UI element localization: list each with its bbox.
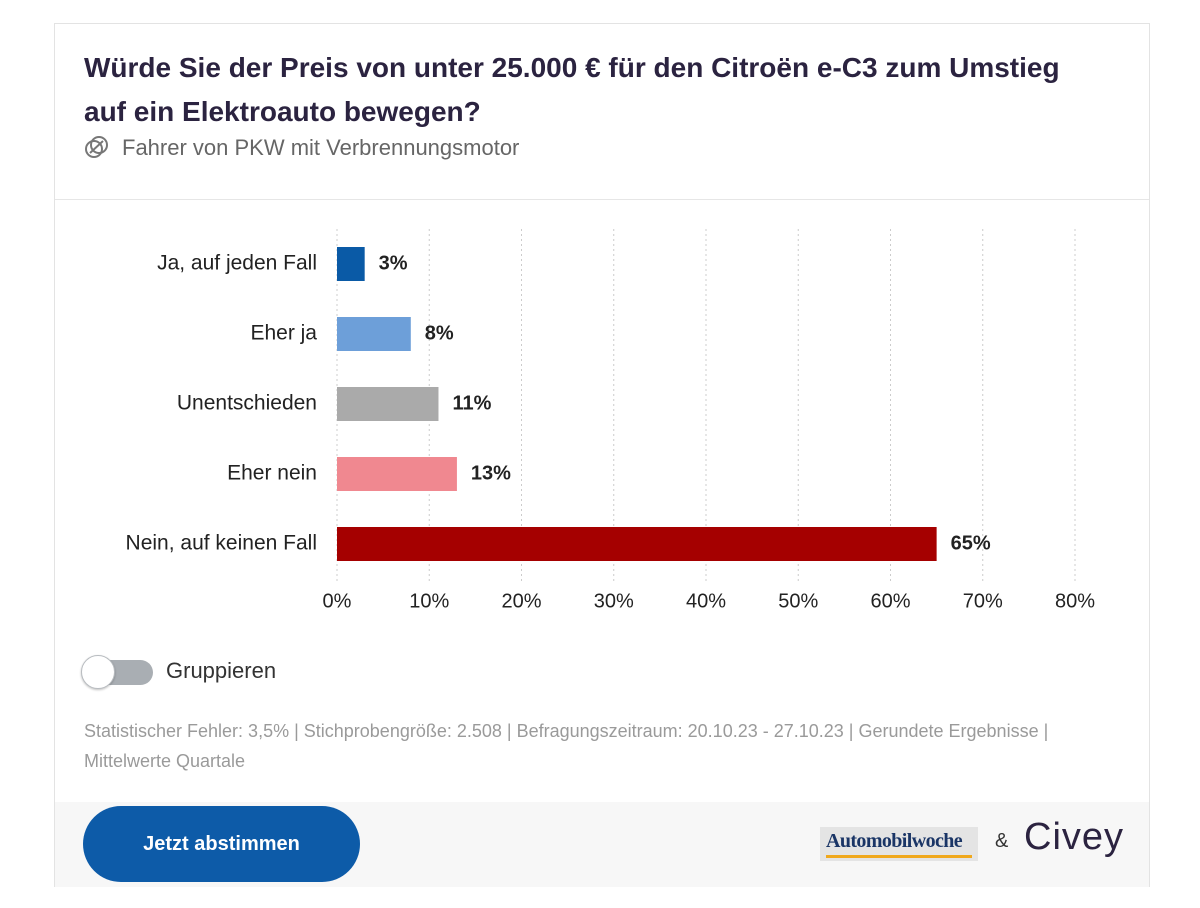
value-label: 8% (425, 322, 454, 344)
chart-labels: Ja, auf jeden Fall 3% Eher ja 8% Unentschied… (126, 252, 991, 555)
target-group-icon (85, 136, 108, 158)
automobilwoche-logo-underline (826, 855, 972, 858)
x-tick-label: 50% (778, 590, 818, 612)
x-tick-label: 30% (594, 590, 634, 612)
vote-button[interactable]: Jetzt abstimmen (83, 806, 360, 882)
value-label: 13% (471, 462, 511, 484)
bar[interactable] (337, 387, 439, 421)
survey-footnote: Statistischer Fehler: 3,5% | Stichproben… (84, 721, 1049, 771)
x-tick-label: 10% (409, 590, 449, 612)
category-label: Eher ja (250, 322, 317, 345)
chart-x-axis: 0% 10% 20% 30% 40% 50% 60% 70% 80% (323, 590, 1096, 612)
category-label: Nein, auf keinen Fall (126, 532, 317, 555)
automobilwoche-logo-text: Automobilwoche (826, 830, 963, 852)
toggle-knob (81, 655, 115, 689)
bar[interactable] (337, 457, 457, 491)
x-tick-label: 70% (963, 590, 1003, 612)
bar[interactable] (337, 317, 411, 351)
bar[interactable] (337, 247, 365, 281)
poll-header: Würde Sie der Preis von unter 25.000 € f… (55, 24, 1149, 200)
poll-question: Würde Sie der Preis von unter 25.000 € f… (84, 52, 1060, 127)
category-label: Ja, auf jeden Fall (157, 252, 317, 275)
x-tick-label: 80% (1055, 590, 1095, 612)
group-toggle-label[interactable]: Gruppieren (166, 658, 277, 683)
civey-logo[interactable]: Civey (1024, 816, 1125, 858)
poll-card: Würde Sie der Preis von unter 25.000 € f… (54, 23, 1150, 887)
value-label: 3% (379, 252, 408, 274)
x-tick-label: 60% (870, 590, 910, 612)
automobilwoche-logo[interactable]: Automobilwoche (820, 827, 978, 861)
x-tick-label: 40% (686, 590, 726, 612)
x-tick-label: 20% (501, 590, 541, 612)
value-label: 11% (452, 392, 491, 414)
bar-chart: Ja, auf jeden Fall 3% Eher ja 8% Unentschied… (126, 229, 1096, 612)
bar[interactable] (337, 527, 937, 561)
x-tick-label: 0% (323, 590, 352, 612)
value-label: 65% (951, 532, 991, 554)
target-group-label: Fahrer von PKW mit Verbrennungsmotor (122, 135, 520, 160)
poll-footer: Jetzt abstimmen Automobilwoche & Civey (55, 802, 1149, 887)
category-label: Unentschieden (177, 392, 317, 415)
ampersand: & (995, 830, 1009, 852)
target-group: Fahrer von PKW mit Verbrennungsmotor (84, 135, 519, 161)
category-label: Eher nein (227, 462, 317, 485)
chart-bars (337, 247, 937, 561)
group-toggle[interactable] (81, 655, 153, 689)
